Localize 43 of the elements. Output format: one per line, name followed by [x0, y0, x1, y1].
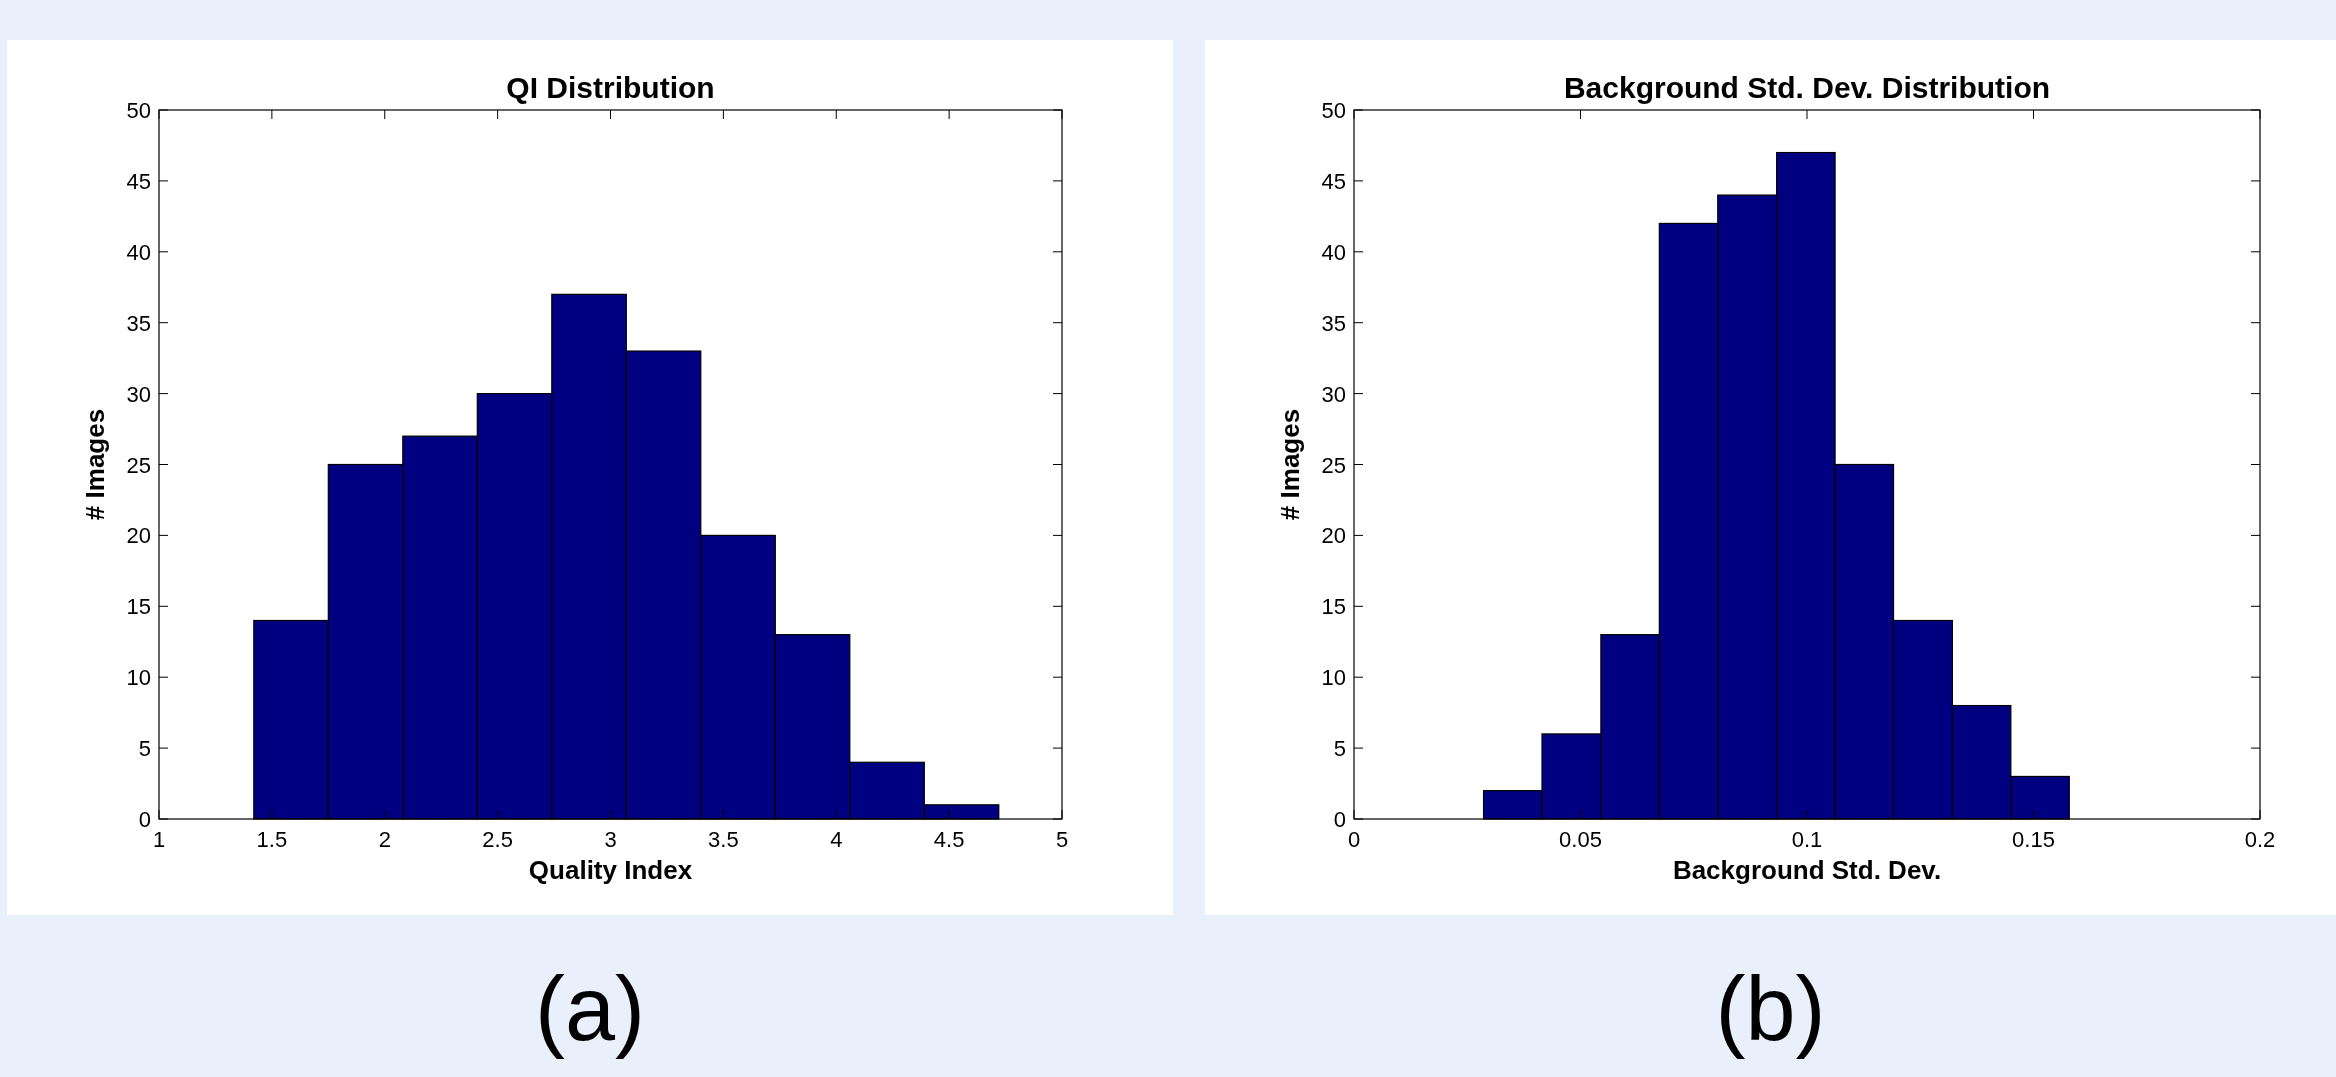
y-axis-title: # Images — [1275, 408, 1305, 521]
y-axis-title: # Images — [80, 408, 110, 521]
x-tick-label: 0.05 — [1559, 827, 1602, 852]
x-tick-label: 2 — [378, 827, 391, 852]
text: (a) — [535, 959, 645, 1059]
y-tick-label: 25 — [126, 452, 151, 478]
y-tick-label: 20 — [126, 523, 151, 549]
y-tick-label: 35 — [126, 310, 151, 336]
y-tick-label: 15 — [126, 594, 151, 620]
x-axis-title: Background Std. Dev. — [1672, 855, 1942, 885]
y-tick-label: 30 — [1321, 381, 1346, 407]
y-tick-label: 45 — [126, 168, 151, 194]
chart-title: Background Std. Dev. Distribution — [1563, 71, 2051, 104]
x-tick-label: 4.5 — [933, 827, 965, 852]
y-tick-label: 40 — [126, 239, 151, 265]
y-tick-label: 25 — [1321, 452, 1346, 478]
x-tick-label: 5 — [1055, 827, 1069, 852]
y-tick-label: 10 — [1321, 665, 1346, 691]
y-tick-label: 35 — [1321, 310, 1346, 336]
x-tick-label: 1.5 — [256, 827, 288, 852]
x-tick-label: 3.5 — [708, 827, 739, 852]
y-tick-label: 5 — [138, 736, 151, 762]
y-tick-label: 40 — [1321, 239, 1346, 265]
x-tick-label: 1 — [152, 827, 166, 852]
text: (b) — [1715, 959, 1826, 1059]
x-tick-label: 4 — [830, 827, 843, 852]
y-tick-label: 10 — [126, 665, 151, 691]
x-tick-label: 3 — [604, 827, 617, 852]
y-tick-label: 45 — [1321, 168, 1346, 194]
x-axis-title: Quality Index — [528, 855, 693, 885]
y-tick-label: 15 — [1321, 594, 1346, 620]
y-tick-label: 0 — [138, 807, 151, 832]
x-tick-label: 2.5 — [482, 827, 513, 852]
y-tick-label: 50 — [1321, 98, 1346, 123]
y-tick-label: 20 — [1321, 523, 1346, 549]
chart-title: QI Distribution — [506, 71, 715, 104]
y-tick-label: 50 — [126, 98, 151, 123]
y-tick-label: 0 — [1333, 807, 1346, 832]
x-tick-label: 0.15 — [2012, 827, 2055, 852]
x-tick-label: 0.2 — [2244, 827, 2276, 852]
x-tick-label: 0.1 — [1791, 827, 1823, 852]
y-tick-label: 5 — [1333, 736, 1346, 762]
y-tick-label: 30 — [126, 381, 151, 407]
